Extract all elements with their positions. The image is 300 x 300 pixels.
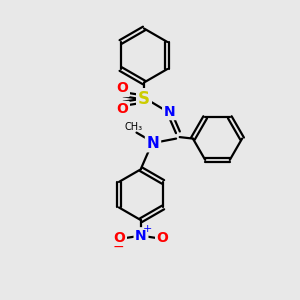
Text: O: O <box>116 103 128 116</box>
Text: O: O <box>157 231 169 245</box>
Text: N: N <box>135 229 147 243</box>
Text: N: N <box>164 105 175 118</box>
Text: N: N <box>147 136 159 151</box>
Text: CH₃: CH₃ <box>124 122 142 132</box>
Text: −: − <box>112 240 124 254</box>
Text: +: + <box>143 224 152 234</box>
Text: O: O <box>116 82 128 95</box>
Text: S: S <box>138 90 150 108</box>
Text: O: O <box>113 231 125 245</box>
